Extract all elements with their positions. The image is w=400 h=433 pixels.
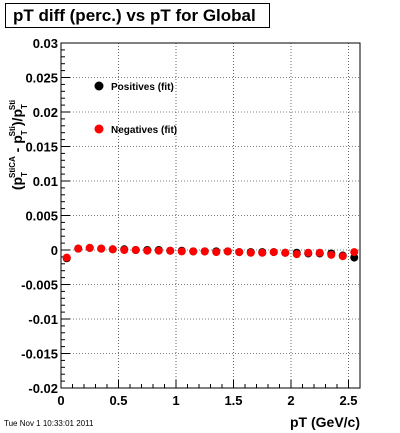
y-tick-label: -0.01	[28, 312, 58, 327]
negatives-point	[223, 247, 232, 256]
y-tick-label: 0	[51, 243, 58, 258]
negatives-point	[143, 246, 152, 255]
negatives-point	[97, 244, 106, 253]
negatives-point	[212, 248, 221, 257]
x-tick-label: 0	[57, 393, 64, 408]
negatives-point	[258, 248, 267, 257]
negatives-point	[154, 246, 163, 255]
negatives-point	[338, 252, 347, 261]
y-label-close: )/p	[9, 109, 25, 126]
x-tick-label: 0.5	[109, 393, 127, 408]
y-label-sub1: T	[20, 172, 29, 177]
negatives-point	[246, 248, 255, 257]
negatives-point	[120, 246, 129, 254]
x-axis-label: pT (GeV/c)	[290, 414, 360, 430]
y-tick-label: 0.01	[33, 174, 58, 189]
y-tick-label: 0.005	[25, 209, 58, 224]
negatives-point	[62, 253, 71, 262]
negatives-point	[327, 250, 336, 259]
negatives-point	[269, 248, 278, 257]
x-tick-label: 1.5	[224, 393, 242, 408]
negatives-point	[189, 247, 198, 256]
y-tick-label: 0.03	[33, 36, 58, 51]
tick-labels: 0 0.5 1 1.5 2 2.5 -0.02 -0.015 -0.01 -0.005 0 0.005…	[21, 36, 357, 408]
legend: Positives (fit) Negatives (fit)	[94, 81, 177, 136]
footer-timestamp: Tue Nov 1 10:33:01 2011	[4, 419, 94, 428]
negatives-point	[108, 245, 117, 254]
x-tick-label: 2	[287, 393, 294, 408]
data-points	[62, 243, 359, 263]
negatives-point	[235, 248, 244, 257]
x-tick-label: 1	[172, 393, 179, 408]
y-tick-label: -0.015	[21, 347, 58, 362]
negatives-point	[177, 247, 186, 256]
legend-label-positives: Positives (fit)	[111, 82, 174, 93]
y-label-sup3: Sti	[8, 100, 17, 110]
y-tick-label: -0.02	[28, 381, 58, 396]
grid-layer	[61, 43, 360, 388]
svg-text:(pTStiCA - pTSti)/pTSti: (pTStiCA - pTSti)/pTSti	[8, 100, 29, 190]
y-label-minus: - p	[9, 135, 25, 156]
chart-title: pT diff (perc.) vs pT for Global	[5, 3, 270, 28]
negatives-point	[350, 248, 359, 257]
y-label-open: (p	[9, 177, 25, 190]
legend-label-negatives: Negatives (fit)	[111, 125, 177, 136]
positives-point	[350, 253, 359, 262]
negatives-point	[200, 247, 209, 256]
legend-marker-positives	[94, 81, 104, 91]
y-tick-label: 0.025	[25, 71, 58, 86]
negatives-point	[281, 248, 290, 257]
axis-ticks	[60, 42, 349, 389]
y-label-sup2: Sti	[8, 126, 17, 136]
y-label-sub3: T	[20, 104, 29, 109]
negatives-point	[74, 244, 83, 253]
y-tick-label: 0.02	[33, 105, 58, 120]
legend-marker-negatives	[94, 124, 104, 134]
y-tick-label: -0.005	[21, 278, 58, 293]
negatives-point	[292, 250, 301, 259]
y-label-sup1: StiCA	[8, 156, 17, 178]
negatives-point	[166, 246, 175, 255]
y-axis-label: (pTStiCA - pTSti)/pTSti	[8, 100, 29, 190]
plot-frame	[60, 42, 361, 389]
x-tick-label: 2.5	[339, 393, 357, 408]
negatives-point	[131, 246, 140, 254]
y-tick-label: 0.015	[25, 140, 58, 155]
y-label-sub2: T	[20, 130, 29, 135]
negatives-point	[85, 243, 94, 252]
negatives-point	[315, 248, 324, 257]
negatives-point	[304, 248, 313, 257]
